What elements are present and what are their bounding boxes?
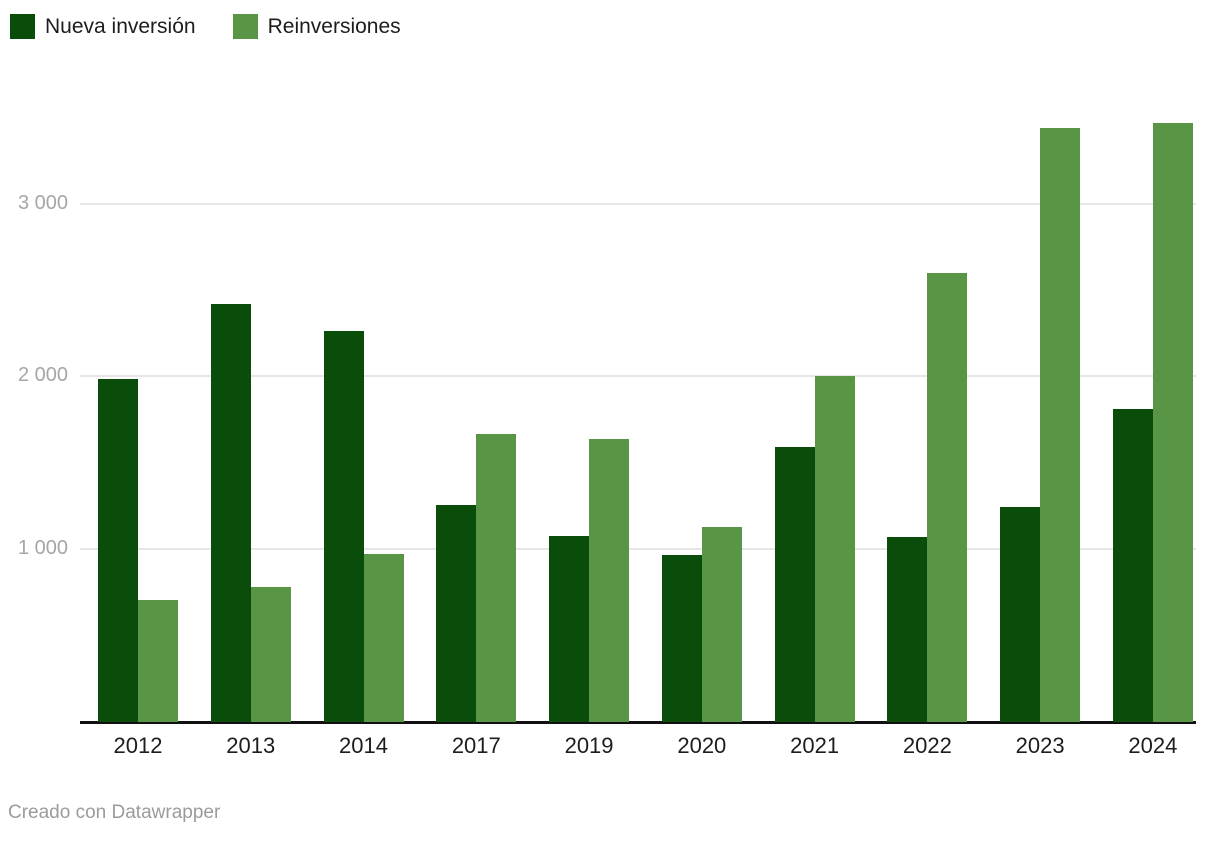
bar-nueva-inversion-2017[interactable] <box>436 505 477 722</box>
bar-group-2022 <box>887 100 968 722</box>
bar-nueva-inversion-2013[interactable] <box>210 303 251 722</box>
bar-group-2019 <box>549 100 630 722</box>
bar-group-2021 <box>774 100 855 722</box>
y-axis: 1 000 2 000 3 000 <box>0 100 68 722</box>
legend-swatch-icon <box>10 14 35 39</box>
bar-nueva-inversion-2019[interactable] <box>549 536 590 722</box>
x-axis-label-2012: 2012 <box>113 733 163 758</box>
legend-label: Nueva inversión <box>45 14 196 38</box>
y-tick-label: 1 000 <box>17 537 68 560</box>
bar-group-2012 <box>98 100 178 722</box>
bar-reinversiones-2012[interactable] <box>138 600 178 722</box>
x-axis-label-2020: 2020 <box>677 733 727 758</box>
bar-reinversiones-2022[interactable] <box>927 272 968 722</box>
gridline <box>80 202 1196 205</box>
bar-group-2017 <box>436 100 517 722</box>
bar-nueva-inversion-2024[interactable] <box>1112 409 1153 722</box>
bar-group-2024 <box>1112 100 1193 722</box>
bar-nueva-inversion-2014[interactable] <box>323 330 364 722</box>
y-tick-label: 3 000 <box>17 191 68 214</box>
x-axis-label-2017: 2017 <box>451 733 501 758</box>
x-axis-label-2013: 2013 <box>226 733 276 758</box>
bar-nueva-inversion-2020[interactable] <box>661 555 702 722</box>
bar-nueva-inversion-2023[interactable] <box>1000 506 1041 722</box>
bar-group-2014 <box>323 100 404 722</box>
bar-reinversiones-2013[interactable] <box>250 587 291 722</box>
bar-reinversiones-2023[interactable] <box>1040 127 1081 722</box>
bar-nueva-inversion-2022[interactable] <box>887 537 928 722</box>
bar-reinversiones-2017[interactable] <box>476 434 517 722</box>
x-axis-line <box>80 721 1196 724</box>
x-axis-label-2023: 2023 <box>1015 733 1065 758</box>
credit-line: Creado con Datawrapper <box>8 802 221 823</box>
bar-reinversiones-2019[interactable] <box>589 438 630 722</box>
x-axis-label-2021: 2021 <box>790 733 840 758</box>
legend: Nueva inversión Reinversiones <box>10 14 401 39</box>
legend-label: Reinversiones <box>267 14 401 38</box>
x-axis-label-2019: 2019 <box>564 733 614 758</box>
bar-reinversiones-2021[interactable] <box>814 376 855 722</box>
x-axis-label-2022: 2022 <box>902 733 952 758</box>
bar-group-2020 <box>661 100 742 722</box>
x-axis-labels: 2012 2013 2014 2017 2019 2020 2021 2022 2023 2024 <box>80 733 1196 759</box>
bar-nueva-inversion-2021[interactable] <box>774 447 815 722</box>
bar-reinversiones-2020[interactable] <box>701 526 742 722</box>
legend-item-0: Nueva inversión <box>10 14 196 39</box>
plot-area <box>80 100 1196 722</box>
bar-reinversiones-2024[interactable] <box>1152 123 1193 722</box>
x-axis-label-2014: 2014 <box>339 733 388 758</box>
legend-item-1: Reinversiones <box>232 14 401 39</box>
gridline <box>80 375 1196 378</box>
bar-group-2023 <box>1000 100 1081 722</box>
bar-nueva-inversion-2012[interactable] <box>98 379 138 722</box>
y-tick-label: 2 000 <box>17 364 68 387</box>
bar-group-2013 <box>210 100 291 722</box>
x-axis-label-2024: 2024 <box>1128 733 1178 758</box>
gridline <box>80 548 1196 551</box>
legend-swatch-icon <box>232 14 258 39</box>
bar-reinversiones-2014[interactable] <box>363 554 404 722</box>
bar-series <box>80 100 1196 722</box>
